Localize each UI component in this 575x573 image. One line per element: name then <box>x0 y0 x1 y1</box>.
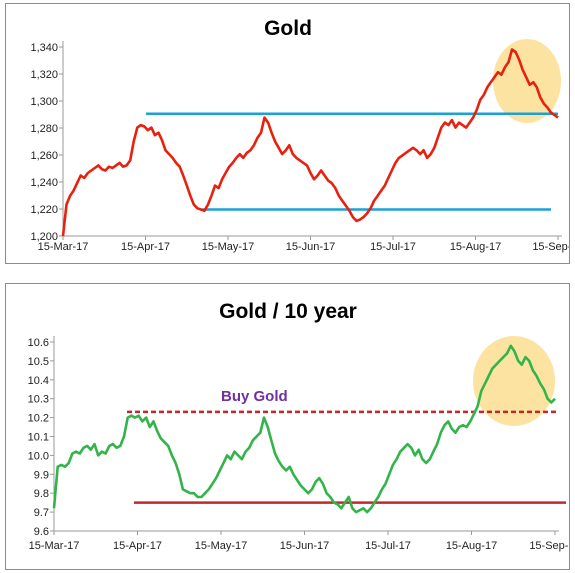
x-tick-label: 15-Sep-17 <box>532 241 569 253</box>
x-tick-label: 15-May-17 <box>202 241 255 253</box>
y-tick-label: 1,220 <box>30 204 58 216</box>
x-tick-label: 15-Mar-17 <box>29 540 80 552</box>
y-tick-label: 10.2 <box>28 413 49 425</box>
chart-title: Gold <box>264 17 312 40</box>
y-tick-label: 1,340 <box>30 42 58 54</box>
y-tick-label: 10.4 <box>28 375 49 387</box>
y-tick-label: 9.9 <box>34 469 49 481</box>
x-tick-label: 15-Jul-17 <box>365 540 411 552</box>
x-tick-label: 15-Mar-17 <box>38 241 89 253</box>
x-tick-label: 15-May-17 <box>195 540 248 552</box>
y-tick-label: 1,280 <box>30 123 58 135</box>
x-tick-label: 15-Apr-17 <box>113 540 162 552</box>
y-tick-label: 1,260 <box>30 150 58 162</box>
y-tick-label: 10.1 <box>28 432 49 444</box>
highlight-circle <box>473 336 555 426</box>
x-tick-label: 15-Apr-17 <box>121 241 170 253</box>
x-tick-label: 15-Jun-17 <box>280 540 330 552</box>
y-tick-label: 10.5 <box>28 356 49 368</box>
gold-chart-panel: Gold 1,200 1,220 1,240 1,260 1,280 1,300 1,320 1… <box>5 3 570 264</box>
gold-10year-chart-panel: Gold / 10 year 9.6 9.7 9.8 9.9 10.0 10.1 10.2 10… <box>5 283 570 570</box>
y-tick-label: 1,320 <box>30 69 58 81</box>
x-tick-label: 15-Jul-17 <box>370 241 416 253</box>
y-tick-label: 9.8 <box>34 488 49 500</box>
chart-title: Gold / 10 year <box>219 300 357 323</box>
y-tick-label: 1,240 <box>30 177 58 189</box>
y-tick-label: 1,300 <box>30 96 58 108</box>
x-tick-label: 15-Aug-17 <box>450 241 501 253</box>
buy-gold-annotation: Buy Gold <box>221 388 288 405</box>
y-tick-label: 10.3 <box>28 394 49 406</box>
y-tick-label: 10.6 <box>28 337 49 349</box>
x-tick-label: 15-Sep-17 <box>529 540 569 552</box>
x-tick-label: 15-Jun-17 <box>286 241 336 253</box>
gold-chart: Gold 1,200 1,220 1,240 1,260 1,280 1,300 1,320 1… <box>30 17 569 253</box>
series-line <box>52 344 556 514</box>
x-tick-label: 15-Aug-17 <box>446 540 497 552</box>
gold-10year-chart: Gold / 10 year 9.6 9.7 9.8 9.9 10.0 10.1 10.2 10… <box>28 300 569 552</box>
y-tick-label: 9.7 <box>34 507 49 519</box>
series-line <box>61 48 559 237</box>
y-tick-label: 1,200 <box>30 231 58 243</box>
y-tick-label: 10.0 <box>28 450 49 462</box>
y-tick-label: 9.6 <box>34 526 49 538</box>
